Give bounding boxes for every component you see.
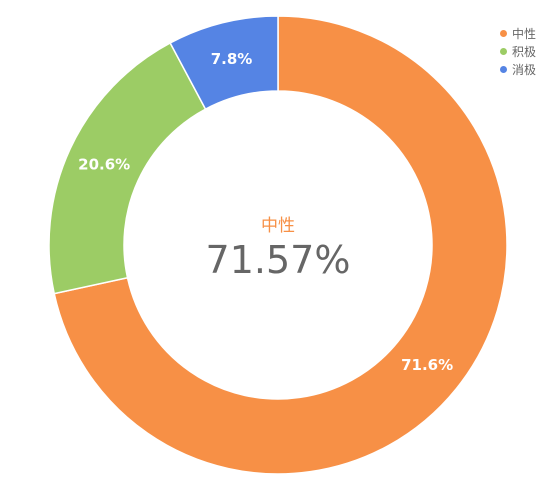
- slice-label-1: 20.6%: [78, 156, 130, 174]
- legend-item-1[interactable]: 积极: [500, 42, 536, 60]
- slice-0[interactable]: [53, 15, 508, 475]
- legend-dot-icon: [500, 29, 507, 37]
- slice-label-2: 7.8%: [211, 50, 253, 68]
- slices: [48, 15, 508, 475]
- legend-dot-icon: [500, 47, 507, 55]
- center-category-name: 中性: [261, 216, 295, 236]
- legend-item-2[interactable]: 消极: [500, 60, 536, 78]
- slice-2[interactable]: [169, 15, 279, 111]
- center-percentage-value: 71.57%: [206, 238, 351, 282]
- legend-item-0[interactable]: 中性: [500, 24, 536, 42]
- slice-labels: 71.6% 20.6% 7.8%: [78, 50, 453, 374]
- legend-label: 积极: [512, 44, 537, 59]
- legend-label: 消极: [512, 62, 537, 77]
- legend: 中性 积极 消极: [500, 24, 536, 78]
- legend-dot-icon: [500, 65, 507, 73]
- legend-label: 中性: [512, 26, 537, 41]
- slice-label-0: 71.6%: [401, 356, 453, 374]
